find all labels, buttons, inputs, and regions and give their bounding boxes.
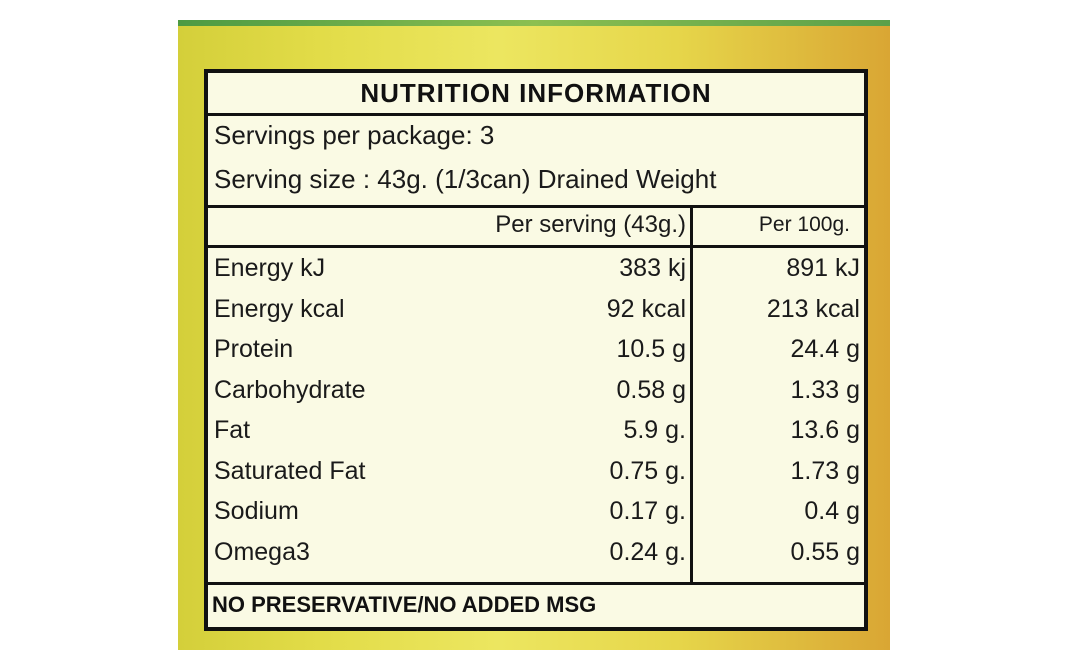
nutrient-name: Energy kcal: [214, 294, 345, 323]
nutrient-name: Protein: [214, 335, 294, 363]
nutrient-name: Saturated Fat: [214, 456, 366, 485]
table-row: Carbohydrate 0.58 g 1.33 g: [208, 370, 864, 411]
column-header-per-100g: Per 100g.: [758, 213, 850, 236]
per-serving-value: 92 kcal: [606, 294, 686, 323]
table-row: Energy kcal 92 kcal 213 kcal: [208, 289, 864, 330]
per-100g-value: 24.4 g: [790, 335, 860, 363]
table-row: Energy kJ 383 kj 891 kJ: [208, 248, 864, 289]
packaging-green-strip: [178, 20, 890, 26]
per-100g-value: 1.73 g: [790, 456, 860, 485]
serving-size: Serving size : 43g. (1/3can) Drained Wei…: [214, 164, 717, 194]
label-title: NUTRITION INFORMATION: [208, 73, 864, 116]
product-photo: NUTRITION INFORMATION Servings per packa…: [178, 20, 890, 650]
per-serving-value: 5.9 g.: [623, 416, 686, 444]
nutrition-label: NUTRITION INFORMATION Servings per packa…: [204, 69, 868, 631]
footer-note: NO PRESERVATIVE/NO ADDED MSG: [208, 582, 864, 630]
table-row: Protein 10.5 g 24.4 g: [208, 329, 864, 370]
column-header-row: Per serving (43g.) Per 100g.: [208, 205, 864, 248]
servings-per-package: Servings per package: 3: [214, 120, 495, 150]
table-row: Sodium 0.17 g. 0.4 g: [208, 491, 864, 532]
per-100g-value: 13.6 g: [790, 416, 860, 444]
per-serving-value: 10.5 g: [616, 335, 686, 363]
table-row: Saturated Fat 0.75 g. 1.73 g: [208, 451, 864, 492]
per-100g-value: 0.55 g: [790, 537, 860, 566]
nutrient-name: Omega3: [214, 537, 310, 566]
nutrient-name: Energy kJ: [214, 254, 326, 282]
table-row: Fat 5.9 g. 13.6 g: [208, 410, 864, 451]
per-serving-value: 383 kj: [619, 254, 686, 282]
servings-section: Servings per package: 3 Serving size : 4…: [208, 113, 864, 208]
table-row: Omega3 0.24 g. 0.55 g: [208, 532, 864, 573]
per-serving-value: 0.58 g: [616, 375, 686, 404]
per-100g-value: 0.4 g: [804, 497, 860, 525]
per-100g-value: 213 kcal: [766, 294, 860, 323]
per-serving-value: 0.17 g.: [609, 497, 686, 525]
nutrient-name: Sodium: [214, 497, 299, 525]
per-serving-value: 0.24 g.: [609, 537, 686, 566]
column-divider: [690, 205, 693, 582]
nutrient-name: Carbohydrate: [214, 375, 366, 404]
nutrient-table: Energy kJ 383 kj 891 kJ Energy kcal 92 k…: [208, 248, 864, 582]
column-header-per-serving: Per serving (43g.): [495, 211, 686, 238]
nutrient-name: Fat: [214, 416, 251, 444]
per-serving-value: 0.75 g.: [609, 456, 686, 485]
per-100g-value: 1.33 g: [790, 375, 860, 404]
per-100g-value: 891 kJ: [786, 254, 860, 282]
